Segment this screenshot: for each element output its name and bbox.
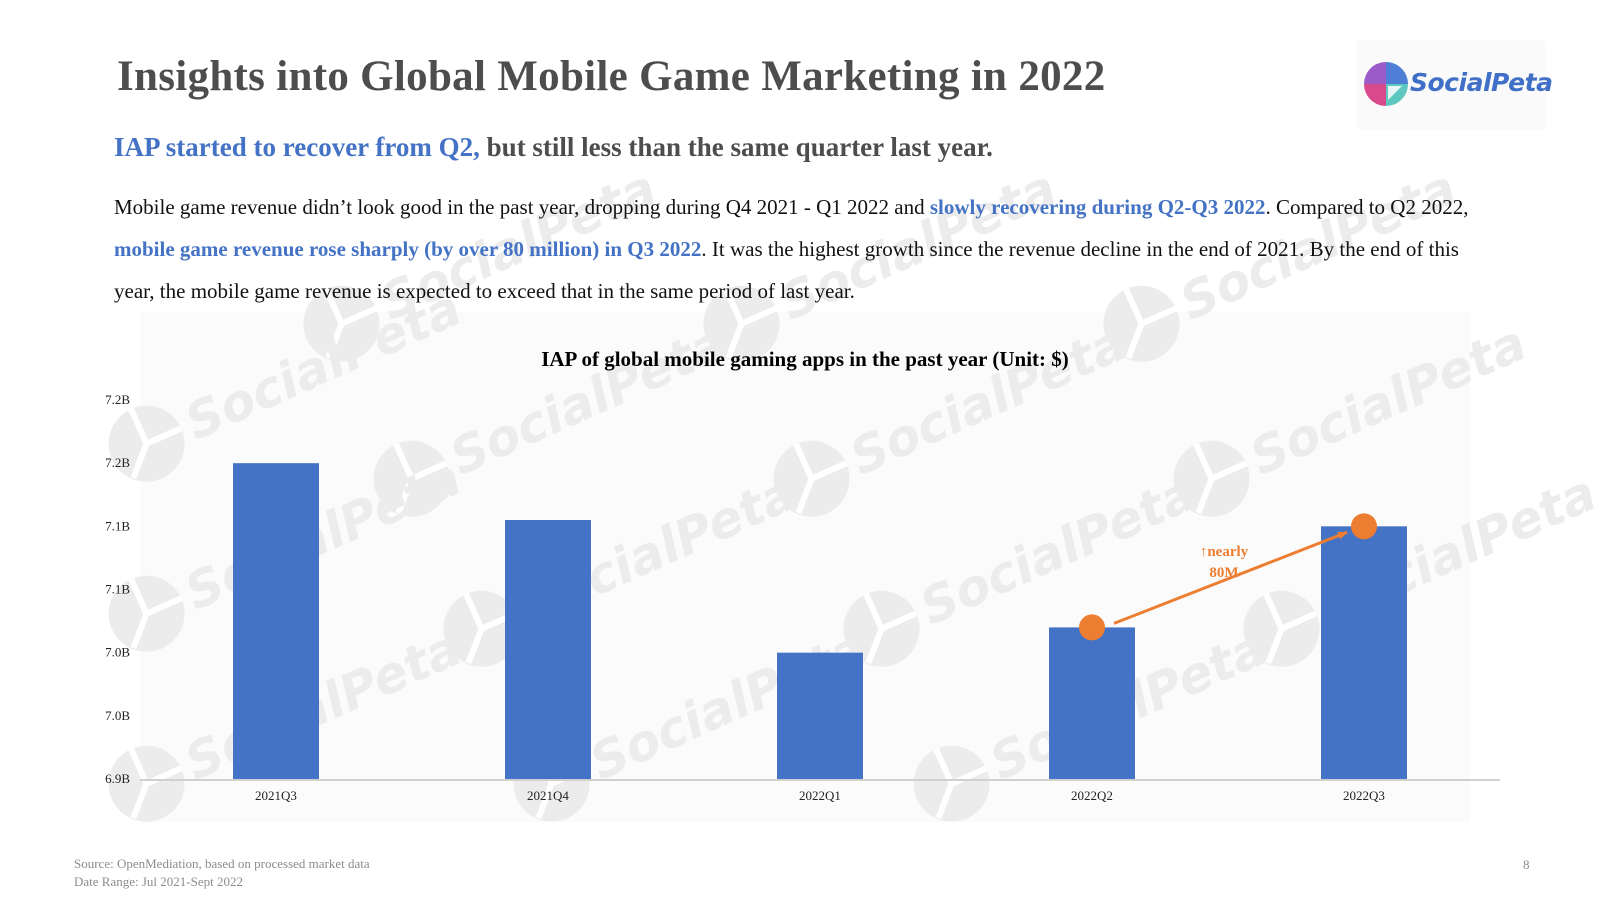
annotation-label-line-2: 80M <box>1209 565 1238 581</box>
socialpeta-logo: SocialPeta <box>1356 40 1553 130</box>
y-tick-label: 7.2B <box>105 392 130 407</box>
page-title: Insights into Global Mobile Game Marketi… <box>117 53 1106 100</box>
subtitle-rest: but still less than the same quarter las… <box>479 132 993 162</box>
x-tick-label: 2022Q1 <box>799 788 841 803</box>
x-tick-label: 2021Q4 <box>527 788 569 803</box>
bar-2022Q2 <box>1049 627 1135 779</box>
x-tick-label: 2022Q2 <box>1071 788 1113 803</box>
growth-annotation: ↑nearly 80M <box>1079 513 1377 641</box>
logo-text: SocialPeta <box>1410 68 1553 97</box>
body-highlight-2: mobile game revenue rose sharply (by ove… <box>114 237 702 261</box>
marker-start-dot <box>1079 614 1105 641</box>
x-tick-label: 2022Q3 <box>1343 788 1385 803</box>
y-axis-ticks: 6.9B 7.0B 7.0B 7.1B 7.1B 7.2B 7.2B <box>105 392 130 786</box>
chart-title: IAP of global mobile gaming apps in the … <box>541 347 1069 371</box>
y-tick-label: 7.1B <box>105 582 130 597</box>
body-highlight-1: slowly recovering during Q2-Q3 2022 <box>929 195 1266 219</box>
bar-2021Q4 <box>505 520 591 779</box>
y-tick-label: 6.9B <box>105 771 130 786</box>
y-tick-label: 7.0B <box>105 708 130 723</box>
y-tick-label: 7.2B <box>105 455 130 470</box>
footer-source: Source: OpenMediation, based on processe… <box>74 855 370 891</box>
bars <box>233 463 1407 779</box>
marker-end-dot <box>1351 513 1377 540</box>
body-text-2: . Compared to Q2 2022, <box>1265 195 1469 219</box>
logo-icon <box>1364 62 1408 106</box>
bar-2021Q3 <box>233 463 319 779</box>
body-text-1: Mobile game revenue didn’t look good in … <box>114 195 930 219</box>
page-number: 8 <box>1523 857 1530 872</box>
body-paragraph: Mobile game revenue didn’t look good in … <box>114 186 1499 312</box>
bar-2022Q3 <box>1321 526 1407 779</box>
body-text-3: . It was the highest growth since the re… <box>114 237 1459 303</box>
growth-arrow <box>1113 530 1348 625</box>
subtitle: IAP started to recover from Q2, but stil… <box>114 132 993 163</box>
y-tick-label: 7.0B <box>105 645 130 660</box>
x-axis-ticks: 2021Q3 2021Q4 2022Q1 2022Q2 2022Q3 <box>255 788 1385 803</box>
bar-2022Q1 <box>777 652 863 779</box>
source-note: Source: OpenMediation, based on processe… <box>74 856 370 871</box>
y-tick-label: 7.1B <box>105 518 130 533</box>
date-range-note: Date Range: Jul 2021-Sept 2022 <box>74 874 243 889</box>
x-tick-label: 2021Q3 <box>255 788 297 803</box>
annotation-label-line-1: ↑nearly <box>1200 544 1249 560</box>
subtitle-highlight: IAP started to recover from Q2, <box>114 132 480 162</box>
